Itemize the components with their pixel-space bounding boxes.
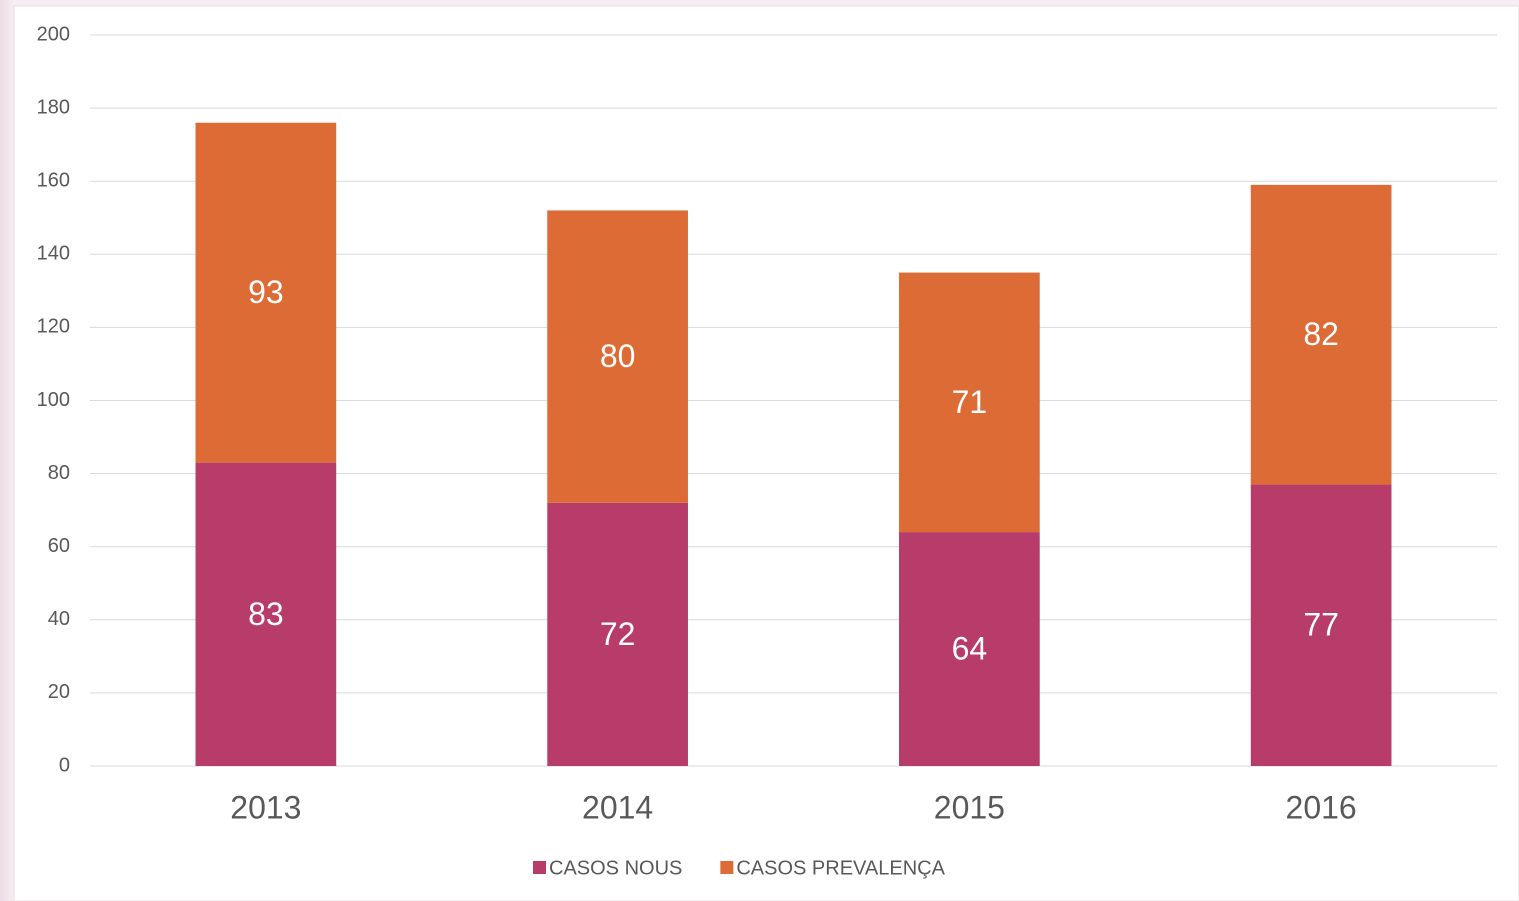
- data-label: 83: [248, 596, 284, 632]
- x-tick-label: 2015: [934, 789, 1005, 825]
- y-tick-label: 0: [59, 754, 70, 776]
- bar-segment: [1250, 484, 1392, 766]
- x-tick-label: 2016: [1286, 789, 1357, 825]
- data-label: 77: [1303, 607, 1339, 643]
- y-tick-label: 100: [37, 389, 70, 411]
- y-tick-label: 80: [48, 462, 70, 484]
- bar-segment: [195, 122, 337, 463]
- y-tick-label: 200: [37, 23, 70, 45]
- data-label: 93: [248, 274, 284, 310]
- bar-segment: [195, 462, 337, 766]
- bar-segment: [1250, 184, 1392, 485]
- data-label: 71: [952, 384, 988, 420]
- y-tick-label: 140: [37, 243, 70, 265]
- bar-segment: [547, 502, 688, 766]
- legend-swatch: [720, 861, 734, 874]
- y-tick-label: 60: [48, 535, 70, 557]
- data-label: 80: [600, 338, 636, 374]
- data-label: 72: [600, 616, 636, 652]
- legend-swatch: [533, 861, 546, 874]
- y-tick-label: 40: [48, 608, 70, 630]
- x-tick-label: 2013: [230, 789, 301, 825]
- y-tick-label: 180: [37, 96, 70, 118]
- bar-segment: [547, 210, 688, 503]
- x-tick-label: 2014: [582, 789, 653, 825]
- legend-label: CASOS PREVALENÇA: [736, 857, 945, 879]
- y-tick-label: 160: [37, 169, 70, 191]
- legend-label: CASOS NOUS: [549, 857, 682, 879]
- bar-segment: [899, 272, 1040, 533]
- y-tick-label: 120: [37, 316, 70, 338]
- y-tick-label: 20: [48, 681, 70, 703]
- data-label: 64: [952, 630, 988, 666]
- bar-segment: [899, 532, 1040, 766]
- data-label: 82: [1303, 316, 1339, 352]
